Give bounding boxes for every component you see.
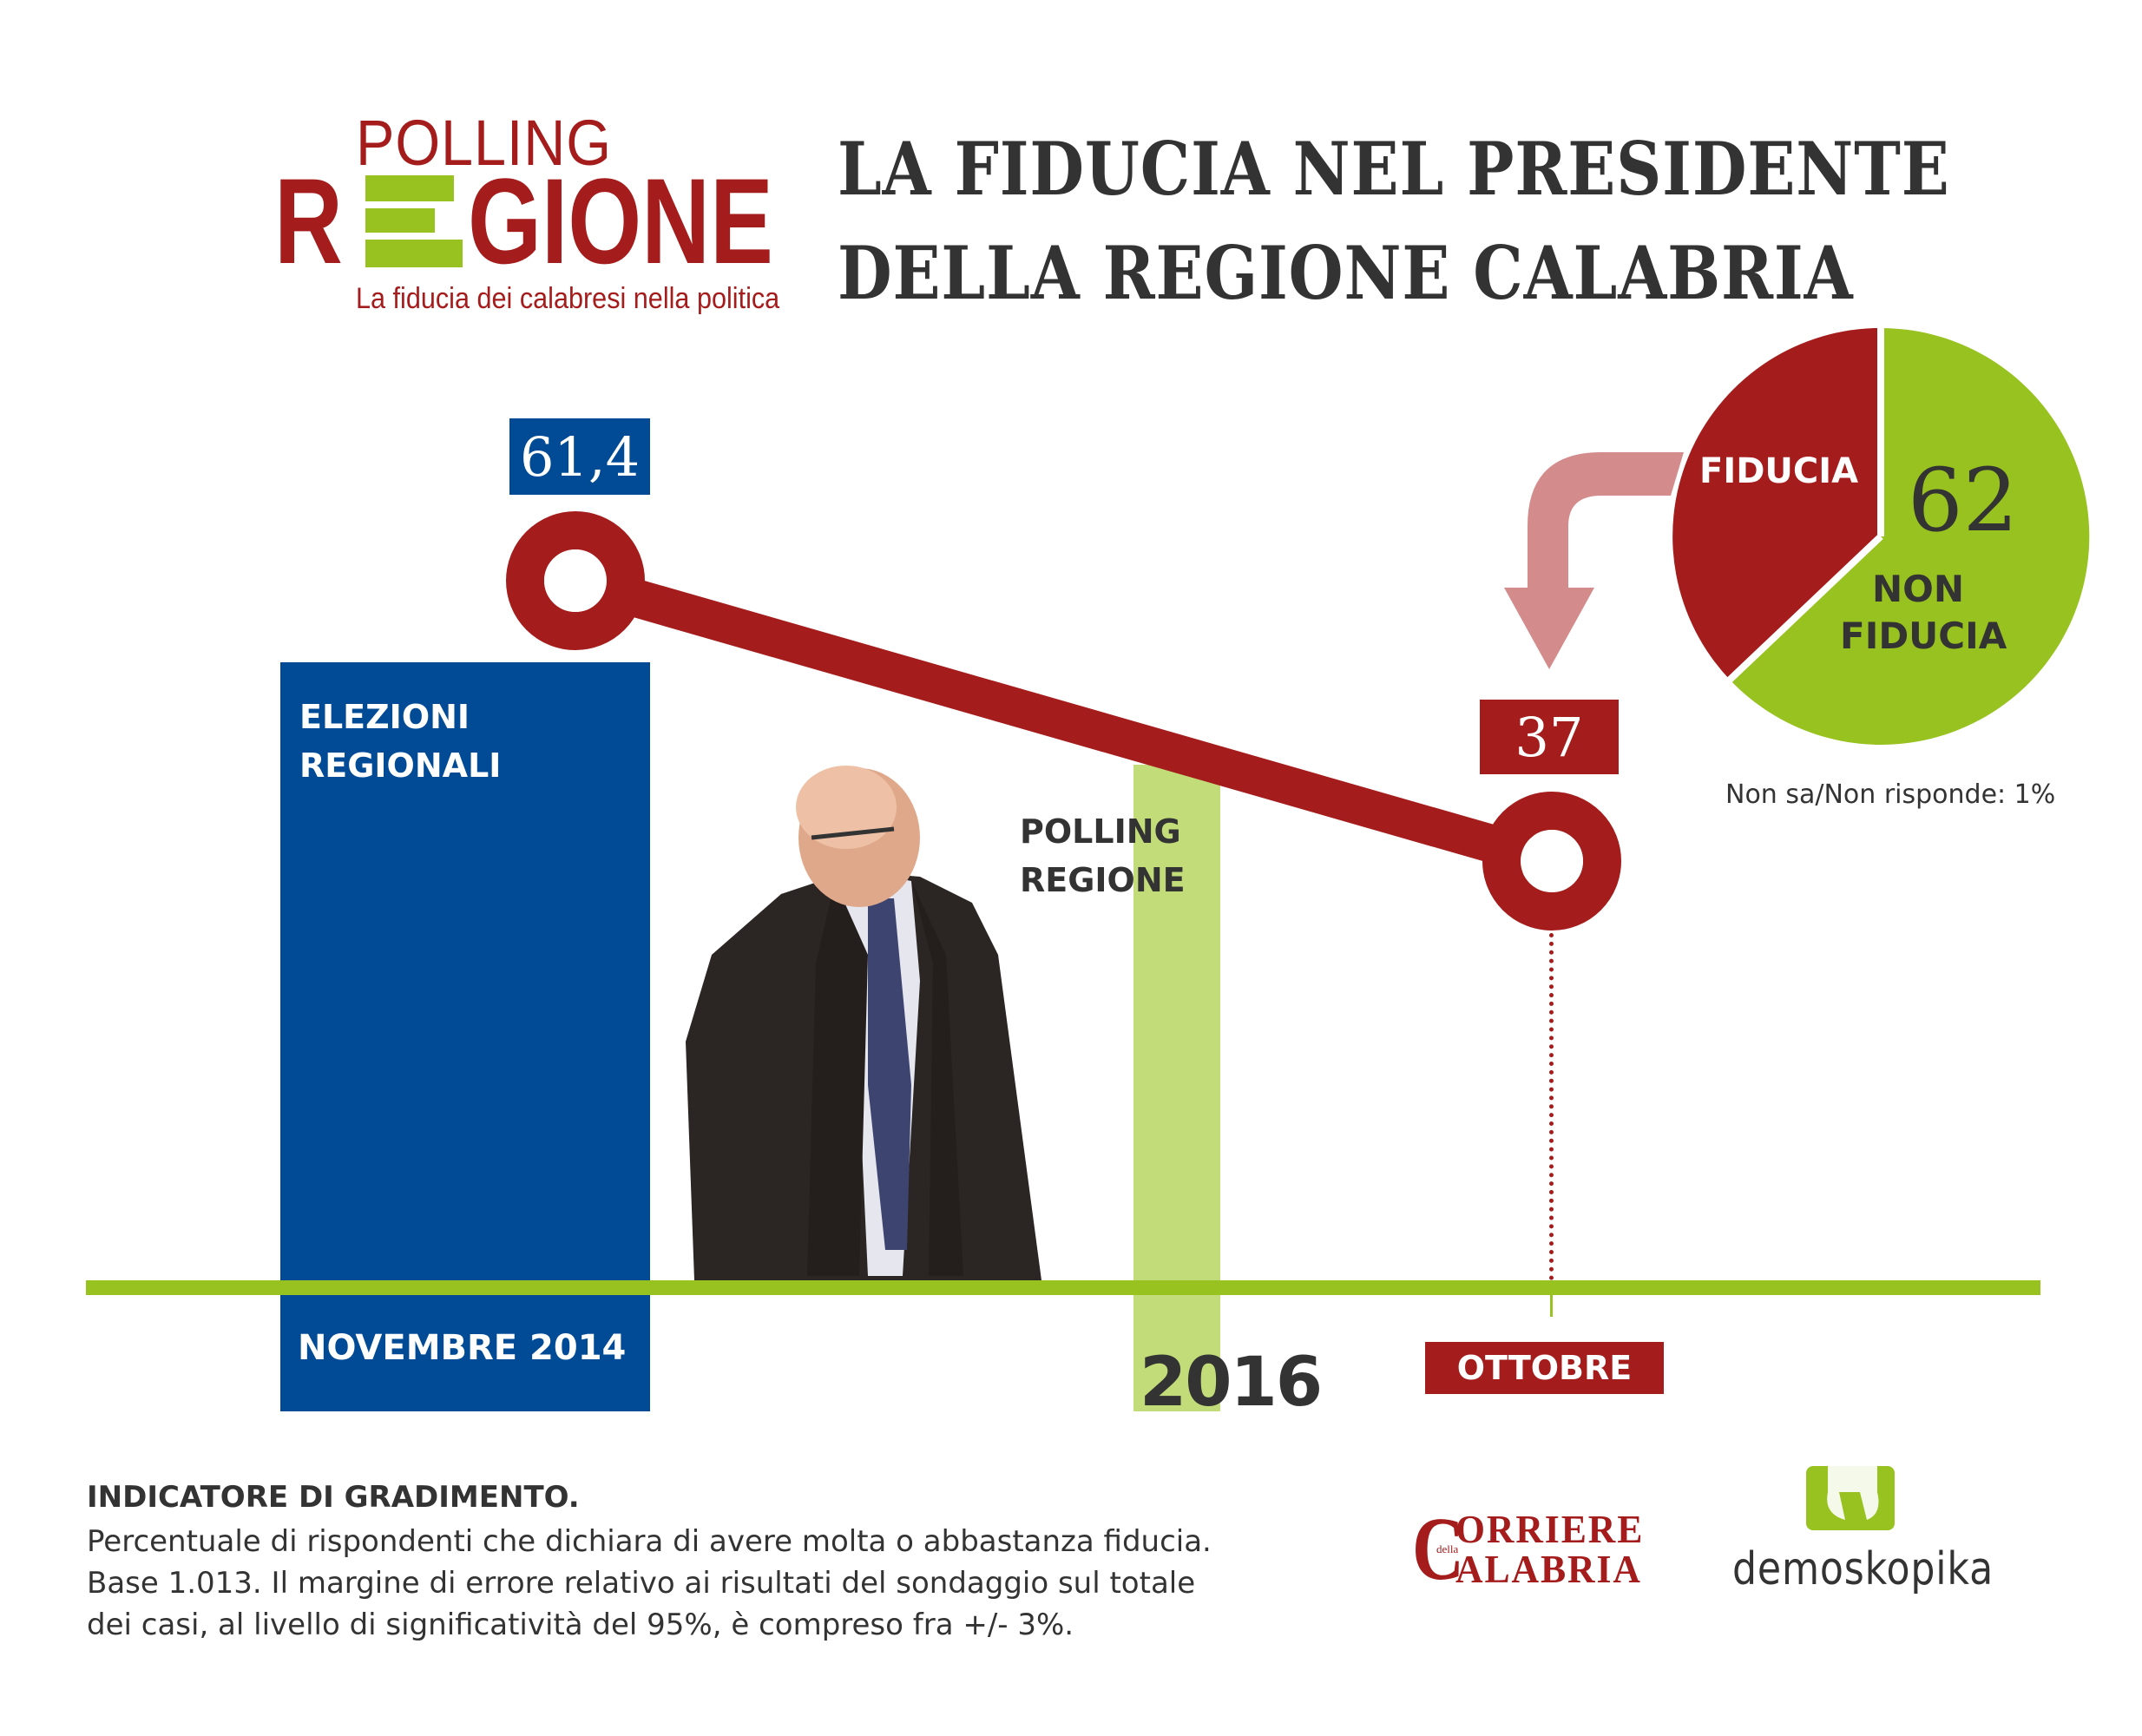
bar-label-line-1: ELEZIONI (299, 698, 470, 736)
bar-polling-regione (1133, 765, 1220, 1411)
logo-e-bars-icon (365, 175, 463, 267)
logo-regione-rest: GIONE (468, 153, 774, 289)
marker-2014 (506, 511, 645, 650)
note-title: INDICATORE DI GRADIMENTO. (87, 1480, 580, 1515)
value-label-2016: 37 (1480, 700, 1619, 774)
pie-label-non-fiducia: NON FIDUCIA (1840, 566, 2007, 660)
marker-2016 (1482, 792, 1621, 930)
note-line-2: Base 1.013. Il margine di errore relativ… (87, 1566, 1196, 1601)
logo-regione: R GIONE (274, 153, 859, 289)
value-label-2014: 61,4 (509, 418, 650, 495)
year-label-2016: 2016 (1140, 1344, 1323, 1422)
pie-footnote: Non sa/Non risponde: 1% (1725, 779, 2056, 810)
corriere-line-1: ORRIERE (1455, 1507, 1645, 1551)
dotted-guide-line (1549, 933, 1554, 1280)
title-line-1: LA FIDUCIA NEL PRESIDENTE (838, 126, 1950, 212)
pie-slice-non-fiducia (1730, 327, 2090, 745)
corriere-line-2: ALABRIA (1455, 1547, 1642, 1591)
note-line-3: dei casi, al livello di significatività … (87, 1608, 1074, 1642)
page-title: LA FIDUCIA NEL PRESIDENTE DELLA REGIONE … (838, 117, 1950, 326)
demoskopika-logo-icon (1806, 1466, 1895, 1530)
note-body: Percentuale di rispondenti che dichiara … (87, 1521, 1215, 1646)
corriere-della-calabria-logo: C ORRIERE della ALABRIA (1412, 1499, 1698, 1599)
pie-label-line-1: NON (1871, 568, 1964, 610)
note-line-1: Percentuale di rispondenti che dichiara … (87, 1524, 1212, 1559)
logo-regione-r: R (274, 153, 343, 289)
x-axis-tick (1550, 1295, 1553, 1317)
bar-label-line-2: REGIONALI (299, 746, 502, 785)
pie-chart (1672, 326, 2090, 745)
pie-value-non-fiducia: 62 (1908, 450, 2019, 551)
curved-arrow-icon (1504, 452, 1684, 669)
bar-label-polling-regione: POLLING REGIONE (1020, 807, 1186, 904)
corriere-della: della (1436, 1542, 1459, 1555)
pie-label-fiducia: FIDUCIA (1699, 451, 1859, 491)
logo-tagline: La fiducia dei calabresi nella politica (356, 282, 780, 315)
pie-label-line-2: FIDUCIA (1840, 615, 2007, 657)
demoskopika-logo-text: demoskopika (1732, 1543, 1994, 1595)
bar-label-line-1: POLLING (1020, 812, 1181, 851)
bar-label-elezioni: ELEZIONI REGIONALI (299, 693, 501, 790)
bar-label-line-2: REGIONE (1020, 861, 1186, 899)
corriere-initial: C (1412, 1499, 1465, 1599)
title-line-2: DELLA REGIONE CALABRIA (838, 230, 1854, 316)
logo-polling-text: POLLING (356, 107, 613, 179)
x-axis-line (86, 1280, 2040, 1295)
person-silhouette-icon (686, 766, 1041, 1280)
date-label-novembre-2014: NOVEMBRE 2014 (298, 1328, 627, 1368)
date-label-ottobre: OTTOBRE (1425, 1342, 1664, 1394)
pie-slice-fiducia (1672, 328, 1881, 680)
trend-line (569, 562, 1558, 880)
